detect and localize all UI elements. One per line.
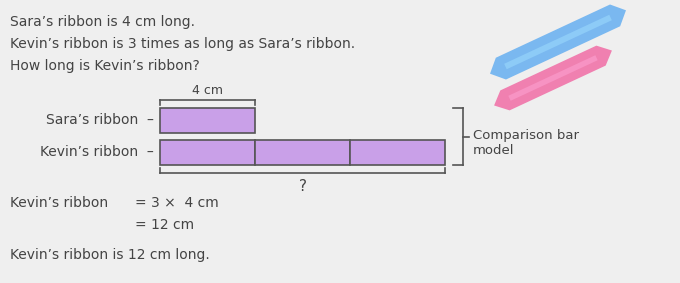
Bar bbox=[160, 140, 255, 165]
Text: Kevin’s ribbon: Kevin’s ribbon bbox=[10, 196, 108, 210]
Polygon shape bbox=[509, 55, 598, 101]
Polygon shape bbox=[504, 15, 612, 69]
Bar bbox=[160, 108, 255, 133]
Text: model: model bbox=[473, 145, 515, 158]
Text: = 12 cm: = 12 cm bbox=[135, 218, 194, 232]
Text: Kevin’s ribbon  –: Kevin’s ribbon – bbox=[40, 145, 154, 160]
Polygon shape bbox=[494, 46, 612, 110]
Text: 4 cm: 4 cm bbox=[192, 84, 223, 97]
Text: Kevin’s ribbon is 3 times as long as Sara’s ribbon.: Kevin’s ribbon is 3 times as long as Sar… bbox=[10, 37, 355, 51]
Polygon shape bbox=[490, 5, 626, 80]
Text: How long is Kevin’s ribbon?: How long is Kevin’s ribbon? bbox=[10, 59, 200, 73]
Text: Sara’s ribbon is 4 cm long.: Sara’s ribbon is 4 cm long. bbox=[10, 15, 195, 29]
Text: Comparison bar: Comparison bar bbox=[473, 128, 579, 142]
Text: Sara’s ribbon  –: Sara’s ribbon – bbox=[46, 113, 154, 128]
Text: ?: ? bbox=[299, 179, 307, 194]
Text: Kevin’s ribbon is 12 cm long.: Kevin’s ribbon is 12 cm long. bbox=[10, 248, 209, 262]
Bar bbox=[255, 140, 350, 165]
Bar bbox=[350, 140, 445, 165]
Text: = 3 ×  4 cm: = 3 × 4 cm bbox=[135, 196, 219, 210]
